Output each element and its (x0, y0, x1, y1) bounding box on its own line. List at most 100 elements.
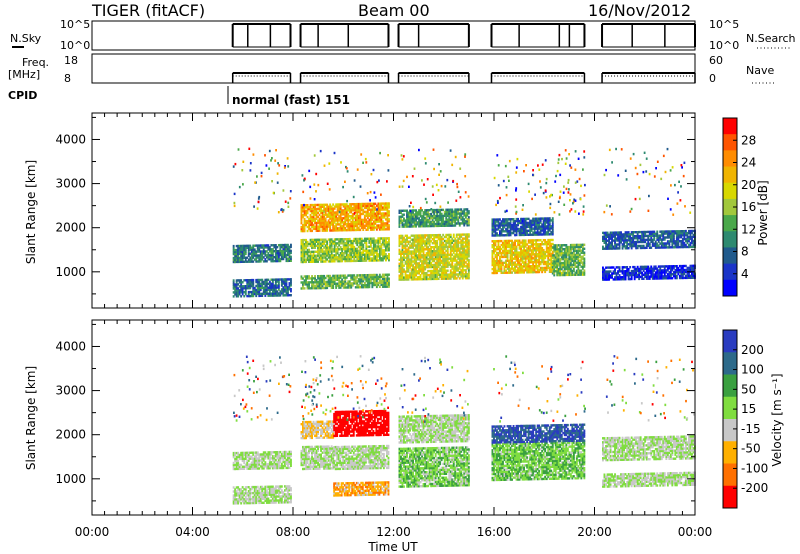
data-cell (523, 257, 525, 260)
data-cell (582, 213, 585, 216)
data-cell (554, 254, 557, 257)
data-cell (345, 225, 348, 228)
data-cell (520, 225, 522, 229)
data-cell (369, 241, 372, 244)
data-cell (320, 215, 322, 218)
data-cell (499, 239, 501, 243)
data-cell (400, 258, 402, 261)
data-cell (440, 251, 443, 255)
data-cell (243, 260, 246, 263)
data-cell (541, 163, 544, 166)
data-cell (404, 238, 407, 241)
data-cell (342, 205, 345, 208)
data-cell (566, 247, 569, 251)
data-cell (244, 246, 247, 249)
data-cell (449, 216, 452, 219)
data-cell (409, 213, 411, 216)
data-cell (446, 253, 449, 256)
data-cell (400, 240, 402, 244)
data-cell (339, 240, 342, 243)
data-cell (439, 249, 442, 253)
data-cell (321, 209, 324, 212)
data-cell (539, 219, 542, 222)
data-cell (502, 224, 504, 227)
data-cell (347, 221, 350, 224)
data-cell (431, 271, 434, 275)
data-cell (315, 211, 318, 215)
data-cell (315, 256, 318, 259)
data-cell (321, 211, 324, 214)
data-cell (574, 168, 577, 171)
data-cell (416, 244, 419, 247)
data-cell (383, 228, 386, 231)
data-cell (575, 245, 578, 249)
data-cell (449, 224, 452, 227)
data-cell (348, 257, 351, 261)
data-cell (562, 252, 565, 255)
data-cell (557, 244, 560, 247)
data-cell (238, 260, 241, 264)
data-cell (351, 243, 354, 247)
data-cell (377, 277, 380, 281)
data-cell (460, 253, 463, 256)
data-cell (532, 231, 535, 234)
data-cell (563, 185, 565, 188)
data-cell (320, 225, 322, 228)
data-cell (312, 254, 315, 257)
data-cell (327, 246, 330, 249)
data-cell (309, 205, 312, 209)
data-cell (578, 249, 581, 252)
data-cell (526, 243, 529, 246)
data-cell (255, 254, 258, 257)
data-cell (285, 278, 288, 281)
data-cell (342, 254, 345, 257)
data-cell (503, 243, 506, 247)
data-cell (424, 244, 427, 247)
data-cell (271, 280, 274, 283)
data-cell (529, 223, 532, 226)
data-cell (439, 259, 442, 263)
data-cell (253, 252, 256, 255)
data-cell (431, 208, 434, 212)
data-cell (302, 242, 304, 246)
data-cell (383, 202, 386, 205)
data-cell (409, 276, 411, 279)
data-cell (457, 239, 460, 242)
data-cell (311, 225, 313, 229)
data-cell (258, 278, 261, 282)
data-cell (327, 274, 330, 278)
data-cell (300, 256, 303, 260)
data-cell (551, 246, 554, 249)
data-cell (381, 237, 384, 240)
data-cell (335, 205, 338, 208)
data-cell (566, 251, 569, 255)
data-cell (267, 254, 270, 257)
data-cell (606, 235, 609, 238)
data-cell (264, 260, 267, 263)
data-cell (375, 257, 378, 260)
data-cell (235, 291, 238, 294)
data-cell (532, 217, 535, 220)
data-cell (326, 282, 329, 286)
data-cell (303, 210, 306, 213)
data-cell (345, 213, 348, 216)
data-cell (611, 247, 613, 250)
data-cell (500, 230, 503, 233)
data-cell (494, 271, 497, 275)
data-cell (362, 161, 364, 164)
data-cell (274, 255, 277, 259)
data-cell (318, 240, 321, 243)
data-cell (437, 214, 440, 218)
data-cell (363, 218, 366, 222)
data-cell (451, 273, 454, 276)
data-cell (452, 214, 455, 217)
data-cell (366, 255, 369, 258)
data-cell (314, 227, 316, 230)
data-cell (238, 279, 241, 282)
data-cell (335, 248, 338, 251)
data-cell (374, 279, 377, 283)
data-cell (357, 218, 360, 222)
data-cell (503, 218, 506, 221)
data-cell (515, 166, 518, 169)
data-cell (303, 214, 306, 217)
